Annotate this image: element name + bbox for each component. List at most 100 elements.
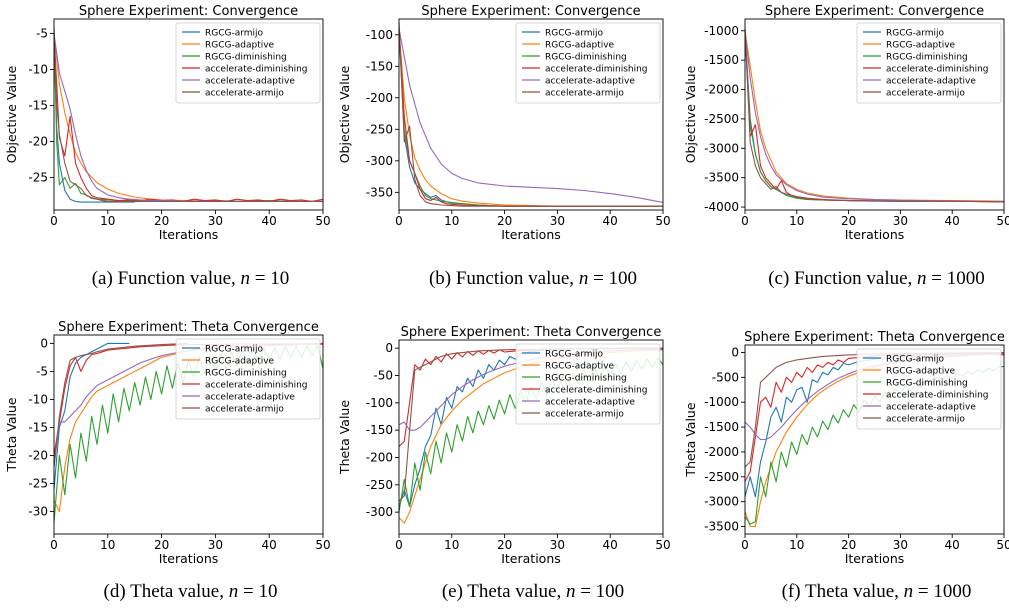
y-tick-label: -3000 [704,495,739,509]
legend-label: RGCG-armijo [886,355,945,365]
y-tick-label: -3000 [704,141,739,155]
x-tick-label: 30 [893,538,908,552]
legend-box [175,338,321,420]
legend-label: accelerate-diminishing [205,65,308,75]
axes-frame [744,344,1005,535]
chart-5: 0 10 20 30 40 50 0 -50 -100 -150 -200 -250 -300 Spher… [337,325,671,602]
y-tick-label: -25 [28,171,48,185]
axes-frame [398,339,664,535]
legend-box [515,22,661,104]
y-tick-label: -250 [366,478,393,492]
legend-label: RGCG-adaptive [545,362,615,372]
legend-label: accelerate-adaptive [886,77,976,87]
legend: RGCG-armijo RGCG-adaptive RGCG-diminishing… [175,22,321,104]
y-tick-label: -5 [36,26,48,40]
y-tick-label: -150 [366,423,393,437]
subfigure-caption: (c) Function value, n = 1000 [768,268,985,289]
y-tick-label: -3500 [704,520,739,534]
x-tick-label: 0 [741,538,749,552]
y-tick-label: -200 [366,91,393,105]
legend-label: RGCG-diminishing [886,379,968,389]
chart-title: Sphere Experiment: Convergence [79,4,298,19]
x-tick-label: 30 [550,214,565,228]
subfigure-caption: (a) Function value, n = 10 [92,268,290,289]
x-tick-label: 0 [395,214,403,228]
legend-label: accelerate-adaptive [205,77,295,87]
y-tick-label: -15 [28,420,48,434]
x-axis-label: Iterations [159,227,219,242]
legend-label: accelerate-armijo [545,89,624,99]
x-tick-label: 50 [315,538,330,552]
legend-label: accelerate-diminishing [886,391,989,401]
y-tick-label: -2500 [704,470,739,484]
y-tick-label: -1000 [704,24,739,38]
subfigure-caption: (f) Theta value, n = 1000 [782,581,972,602]
y-axis-label: Objective Value [337,65,352,163]
legend-label: accelerate-armijo [545,410,624,420]
series-line-accelerate-armijo [54,26,323,202]
y-tick-label: -100 [366,396,393,410]
x-tick-label: 30 [893,214,908,228]
x-tick-label: 10 [100,214,115,228]
legend-label: accelerate-adaptive [205,393,295,403]
legend-label: RGCG-armijo [545,350,604,360]
x-axis-label: Iterations [501,551,561,566]
x-tick-label: 40 [603,214,618,228]
y-tick-label: -10 [28,392,48,406]
x-tick-label: 20 [841,214,856,228]
subfigure-caption: (e) Theta value, n = 100 [442,581,624,602]
series-group [745,27,1004,203]
legend: RGCG-armijo RGCG-adaptive RGCG-diminishing… [856,348,1002,430]
y-tick-label: -300 [366,505,393,519]
chart-title: Sphere Experiment: Theta Convergence [744,330,1005,345]
x-tick-label: 20 [497,214,512,228]
y-tick-label: -150 [366,59,393,73]
legend-label: accelerate-armijo [205,405,284,415]
legend-label: RGCG-diminishing [545,53,627,63]
y-tick-label: -30 [28,505,48,519]
x-tick-label: 30 [208,538,223,552]
legend-label: RGCG-diminishing [545,374,627,384]
legend-label: RGCG-armijo [545,29,604,39]
x-tick-label: 30 [550,538,565,552]
x-tick-label: 40 [945,538,960,552]
chart-title: Sphere Experiment: Theta Convergence [401,325,662,340]
y-tick-label: -20 [28,449,48,463]
legend-label: RGCG-adaptive [205,357,275,367]
x-tick-label: 50 [996,538,1009,552]
y-tick-label: -3500 [704,171,739,185]
x-tick-label: 10 [789,538,804,552]
chart-4: 0 10 20 30 40 50 0 -5 -10 -15 -20 -25 -30 Sphere Expe… [4,320,331,602]
y-tick-label: -20 [28,135,48,149]
x-tick-label: 0 [741,214,749,228]
series-line-accelerate-armijo [399,22,663,207]
y-tick-label: -1500 [704,420,739,434]
legend: RGCG-armijo RGCG-adaptive RGCG-diminishing… [515,22,661,104]
y-axis-label: Objective Value [4,65,19,163]
axes-frame [53,18,324,211]
y-tick-label: -100 [366,28,393,42]
y-tick-label: -15 [28,98,48,112]
legend: RGCG-armijo RGCG-adaptive RGCG-diminishing… [515,343,661,425]
y-axis-label: Theta Value [337,400,352,475]
x-tick-label: 10 [100,538,115,552]
x-tick-label: 50 [996,214,1009,228]
x-axis-label: Iterations [501,227,561,242]
legend-label: RGCG-adaptive [205,41,275,51]
legend-label: accelerate-diminishing [545,386,648,396]
legend-label: RGCG-diminishing [205,369,287,379]
y-tick-label: -50 [373,369,393,383]
legend-label: RGCG-adaptive [545,41,615,51]
x-tick-label: 10 [444,538,459,552]
y-tick-label: -250 [366,122,393,136]
series-line-accelerate-adaptive [399,28,663,203]
y-tick-label: -2000 [704,445,739,459]
legend-label: accelerate-armijo [205,89,284,99]
series-line-accelerate-adaptive [745,30,1004,203]
x-tick-label: 50 [655,214,670,228]
x-tick-label: 40 [945,214,960,228]
x-tick-label: 20 [154,214,169,228]
legend-label: RGCG-diminishing [205,53,287,63]
y-axis-label: Theta Value [683,402,698,477]
x-tick-label: 50 [655,538,670,552]
